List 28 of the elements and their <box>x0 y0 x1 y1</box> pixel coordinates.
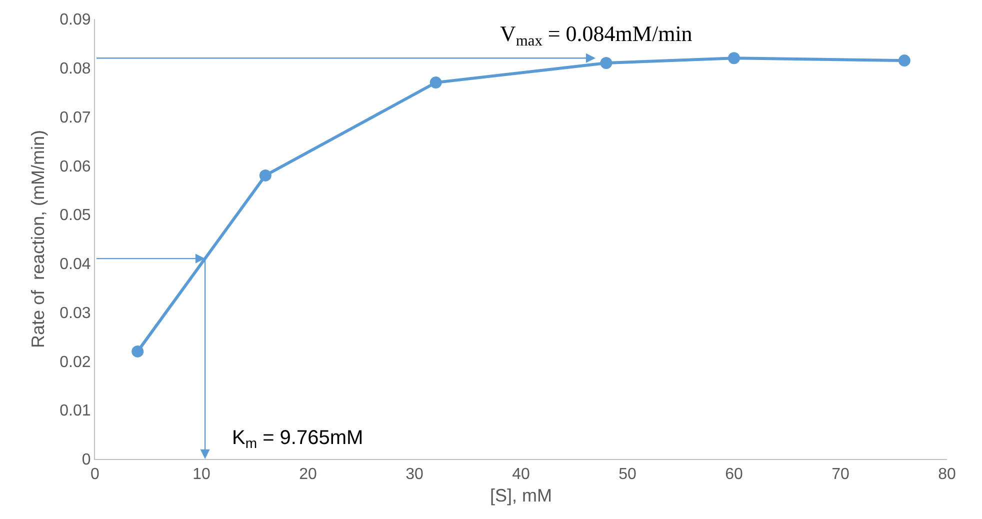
x-axis-title: [S], mM <box>490 485 552 506</box>
x-tick-label: 30 <box>406 466 424 484</box>
point <box>132 345 144 358</box>
point <box>259 169 272 182</box>
y-tick-label: 0.01 <box>60 402 91 420</box>
annotation: K$_{m}$ = 9.765mM <box>232 427 364 452</box>
y-tick-label: 0.02 <box>60 354 91 371</box>
point <box>430 76 442 89</box>
x-tick-label: 40 <box>512 466 530 484</box>
y-tick-label: 0.09 <box>60 12 91 29</box>
x-tick-label: 50 <box>618 466 636 484</box>
x-tick-label: 60 <box>725 466 743 484</box>
y-tick-label: 0 <box>82 452 91 469</box>
x-tick-label: 10 <box>192 466 210 484</box>
point <box>600 57 612 69</box>
y-tick-label: 0.06 <box>60 158 91 176</box>
y-tick-label: 0.04 <box>60 256 91 274</box>
point <box>898 54 910 67</box>
x-tick-label: 80 <box>938 466 956 484</box>
x-tick-label: 70 <box>832 466 850 484</box>
x-tick-label: 20 <box>299 466 317 484</box>
y-tick-label: 0.08 <box>60 60 91 78</box>
point <box>728 52 740 64</box>
y-tick-label: 0.05 <box>60 207 91 224</box>
y-tick-label: 0.07 <box>60 109 91 126</box>
y-tick-label: 0.03 <box>60 304 91 322</box>
y-axis-title: Rate of reaction, (mM/min) <box>28 130 48 348</box>
annotation: V$_{max}$ = 0.084mM/min <box>500 21 692 50</box>
